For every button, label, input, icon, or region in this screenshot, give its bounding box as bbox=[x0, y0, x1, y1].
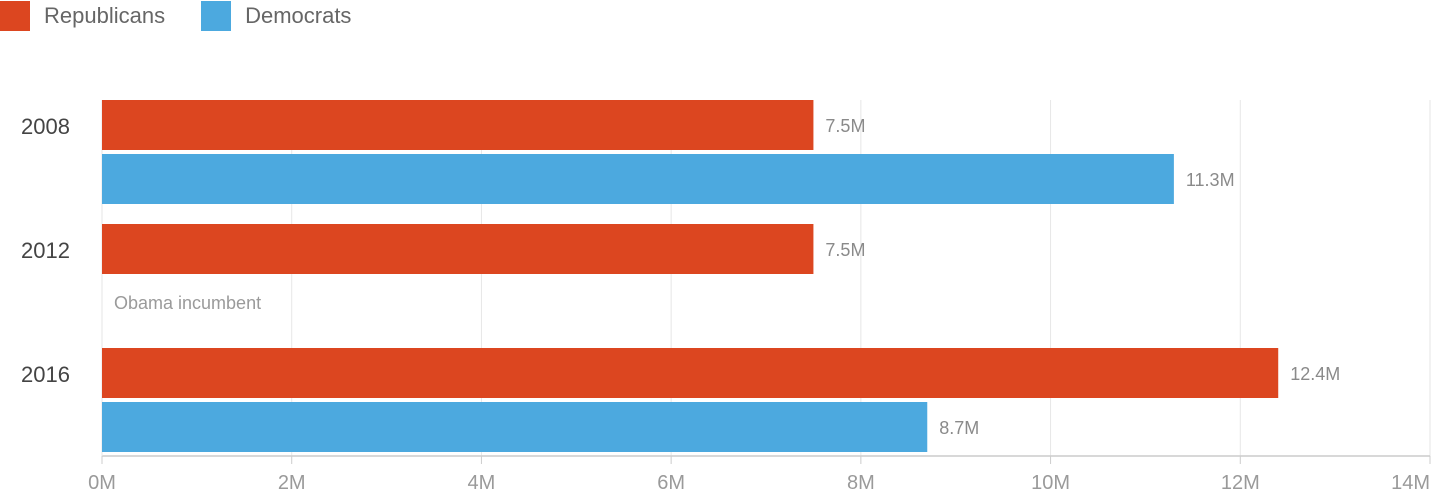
bar-republicans[interactable] bbox=[102, 224, 814, 274]
x-tick-label: 4M bbox=[468, 472, 496, 491]
x-tick-label: 10M bbox=[1031, 472, 1070, 491]
legend-label-republicans: Republicans bbox=[44, 3, 166, 28]
data-label: 7.5M bbox=[825, 116, 865, 136]
bar-republicans[interactable] bbox=[102, 348, 1279, 398]
category-label: 2016 bbox=[21, 362, 70, 387]
bar-republicans[interactable] bbox=[102, 100, 814, 150]
legend-swatch-democrats bbox=[201, 1, 232, 31]
annotation-label: Obama incumbent bbox=[114, 293, 261, 313]
x-tick-label: 2M bbox=[278, 472, 306, 491]
x-tick-label: 0M bbox=[88, 472, 116, 491]
x-tick-label: 12M bbox=[1221, 472, 1260, 491]
x-tick-label: 6M bbox=[657, 472, 685, 491]
x-tick-label: 14M bbox=[1391, 472, 1430, 491]
category-label: 2012 bbox=[21, 238, 70, 263]
bar-democrats[interactable] bbox=[102, 154, 1174, 204]
data-label: 11.3M bbox=[1186, 170, 1235, 190]
data-label: 7.5M bbox=[825, 240, 865, 260]
legend-swatch-republicans bbox=[0, 1, 30, 31]
bar-democrats[interactable] bbox=[102, 402, 928, 452]
category-label: 2008 bbox=[21, 114, 70, 139]
data-label: 8.7M bbox=[939, 418, 979, 438]
x-tick-label: 8M bbox=[847, 472, 875, 491]
legend-item-republicans[interactable]: Republicans bbox=[0, 1, 165, 31]
data-label: 12.4M bbox=[1290, 364, 1340, 384]
legend-label-democrats: Democrats bbox=[245, 3, 352, 28]
legend: Republicans Democrats bbox=[0, 0, 387, 32]
legend-item-democrats[interactable]: Democrats bbox=[201, 1, 351, 31]
